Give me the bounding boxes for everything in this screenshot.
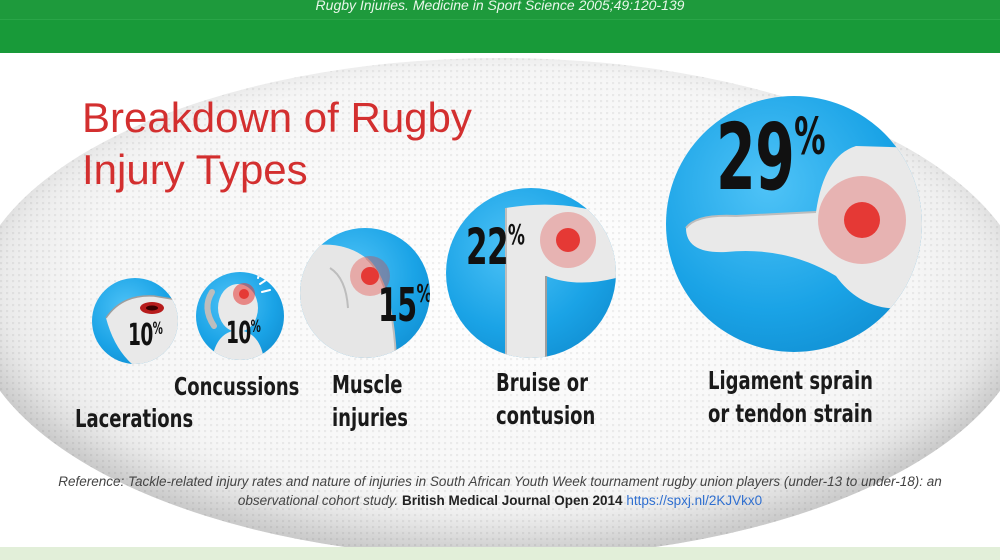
page-title: Breakdown of Rugby Injury Types (82, 92, 542, 196)
reference-link[interactable]: https://spxj.nl/2KJVkx0 (626, 493, 763, 508)
lacerations-label: Lacerations (75, 402, 193, 435)
reference-journal: British Medical Journal Open 2014 (401, 493, 623, 508)
title-line-2: Injury Types (82, 146, 308, 193)
ligament-sprain-bubble: 29% (666, 96, 922, 352)
concussions-label-line: Concussions (174, 372, 300, 401)
muscle-injuries-label: Muscle injuries (332, 368, 408, 434)
ligament-label-line-1: Ligament sprain (708, 366, 873, 395)
bruise-icon (505, 204, 616, 358)
reference-note: Reference: Tackle-related injury rates a… (40, 472, 960, 510)
lacerations-label-line: Lacerations (75, 404, 194, 433)
concussions-bubble: 10% (196, 272, 284, 360)
concussions-value: 10% (226, 316, 261, 351)
title-line-1: Breakdown of Rugby (82, 94, 472, 141)
muscle-injuries-bubble: 15% (300, 228, 430, 358)
lacerations-value: 10% (128, 318, 163, 353)
top-bar-band (0, 19, 1000, 53)
bruise-label-line-2: contusion (496, 401, 596, 430)
muscle-injuries-value: 15% (378, 278, 430, 332)
reference-text: Reference: Tackle-related injury rates a… (58, 474, 942, 508)
ligament-label-line-2: or tendon strain (708, 399, 873, 428)
header-citation: Rugby Injuries. Medicine in Sport Scienc… (315, 0, 685, 13)
ligament-sprain-label: Ligament sprain or tendon strain (708, 364, 873, 430)
muscle-icon (300, 244, 397, 358)
ligament-sprain-value: 29% (716, 104, 826, 211)
muscle-label-line-1: Muscle (332, 370, 403, 399)
bruise-label-line-1: Bruise or (496, 368, 589, 397)
laceration-icon (105, 295, 178, 364)
bruise-value: 22% (466, 218, 525, 276)
ankle-sprain-icon (685, 146, 922, 309)
top-bar: Rugby Injuries. Medicine in Sport Scienc… (0, 0, 1000, 53)
bruise-label: Bruise or contusion (496, 366, 595, 432)
concussions-label: Concussions (174, 370, 299, 403)
lacerations-bubble: 10% (92, 278, 178, 364)
concussion-icon (204, 272, 271, 360)
bottom-strip (0, 547, 1000, 560)
muscle-label-line-2: injuries (332, 403, 408, 432)
bruise-bubble: 22% (446, 188, 616, 358)
